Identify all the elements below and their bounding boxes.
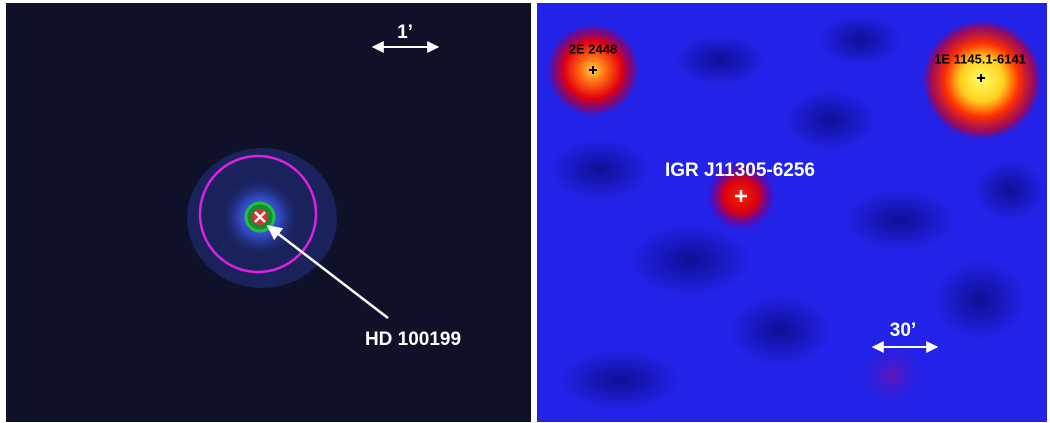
scale-label: 30’ [890,320,916,341]
scale-label: 1’ [397,22,413,43]
source-label: 1E 1145.1-6141 [934,51,1026,66]
left-panel: HD 100199 1’ [6,3,531,422]
right-panel: 2E 2448 1E 1145.1-6141 IGR J11305-6256 3… [537,3,1047,422]
faint-source [857,340,927,410]
page: {"panels": [ {"scale_label": "1’", "sour… [0,0,1050,423]
figure: HD 100199 1’ 2E 2448 1E 1145.1-6141 IGR … [0,0,1050,423]
source-label: IGR J11305-6256 [665,160,815,181]
source-label: 2E 2448 [569,41,617,56]
source-label: HD 100199 [365,329,461,350]
